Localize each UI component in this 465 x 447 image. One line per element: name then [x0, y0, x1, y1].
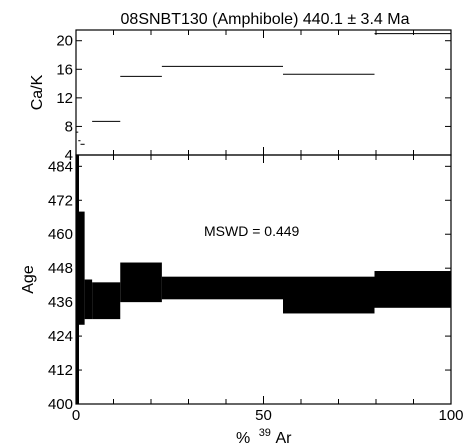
x-tick-label: 0: [72, 407, 80, 424]
x-tick-label: 100: [438, 407, 463, 424]
y-axis-label: Ca/K: [29, 74, 46, 110]
age-step-box: [79, 211, 85, 325]
x-axis-label-superscript: 39: [259, 427, 271, 439]
plot-frame: [75, 29, 452, 156]
age-step-box: [84, 279, 93, 320]
age-step-box: [76, 155, 79, 404]
y-tick-label: 4: [65, 147, 73, 164]
x-tick-label: 50: [255, 407, 272, 424]
x-axis-label-suffix: Ar: [276, 430, 293, 447]
y-tick-label: 400: [48, 396, 73, 413]
age-step-box: [120, 262, 162, 303]
age-step-box: [283, 276, 375, 314]
age-step-box: [92, 282, 121, 320]
chart-title: 08SNBT130 (Amphibole) 440.1 ± 3.4 Ma: [121, 11, 410, 28]
y-tick-label: 448: [48, 260, 73, 277]
y-tick-label: 8: [65, 118, 73, 135]
y-tick-label: 12: [56, 90, 73, 107]
y-tick-label: 472: [48, 192, 73, 209]
y-tick-label: 16: [56, 61, 73, 78]
x-axis-label: % 39 Ar: [236, 423, 292, 447]
y-tick-label: 460: [48, 226, 73, 243]
annotation-mswd: MSWD = 0.449: [204, 223, 300, 239]
age-spectrum-panel: 400 412 424 436 448 460 472 484 Age 0 50 100: [20, 154, 464, 424]
y-tick-label: 436: [48, 294, 73, 311]
y-tick-label: 20: [56, 33, 73, 50]
y-axis-label: Age: [20, 265, 37, 294]
ca-k-panel: 4 8 12 16 20 Ca/K: [29, 29, 452, 164]
age-step-box: [374, 271, 451, 308]
y-tick-label: 424: [48, 328, 73, 345]
age-step-box: [161, 276, 283, 300]
x-axis-label-prefix: %: [236, 430, 250, 447]
y-tick-label: 412: [48, 362, 73, 379]
y-tick-label: 484: [48, 158, 73, 175]
